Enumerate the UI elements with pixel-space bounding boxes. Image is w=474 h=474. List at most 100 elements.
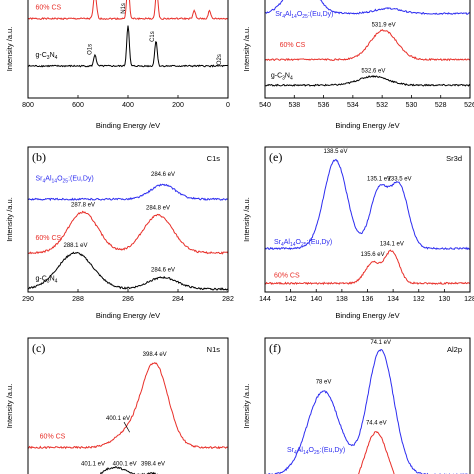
subscript: 4 [43,178,46,184]
series-label: Sr4Al14O25:(Eu,Dy) [275,11,333,20]
panel-a: 60% CS g-C3N4 O1s N1s C1s O2s 800 600 400 200 0 Bin… [5,0,230,130]
subscript: 25 [314,450,320,456]
label-segment: Sr [287,447,295,454]
x-tick-label: 284 [172,296,184,303]
x-tick-label: 132 [413,296,425,303]
x-axis-title: Binding Energy /eV [335,121,399,130]
label-segment: Sr [275,11,283,18]
panel-letter: (b) [32,150,46,164]
x-tick-label: 536 [318,102,330,109]
panel-letter: (f) [269,341,281,355]
series-line [264,0,471,15]
subscript: 14 [291,14,297,20]
plot-frame [264,337,471,474]
x-tick-label: 134 [387,296,399,303]
x-tick-label: 540 [259,102,271,109]
series-line [266,348,469,474]
label-segment: Sr [274,239,282,246]
series-line [27,210,229,255]
annotation-arrow [123,421,130,433]
label-segment: Al [285,11,292,18]
label-segment: g-C [271,73,282,80]
subscript: 4 [290,76,293,82]
series-line [264,158,471,251]
label-segment: Al [284,239,291,246]
label-segment: g-C [36,52,47,59]
peak-annotation: 135.6 eV [361,252,385,258]
plot-frame [27,146,229,293]
label-segment: O [297,11,303,18]
x-tick-label: 142 [285,296,297,303]
peak-annotation: O2s [217,54,223,65]
subscript: 14 [303,450,309,456]
panel-c: 60% CS 398.4 eV 400.1 eV 401.1 eV 400.1 eV 39… [5,337,229,474]
series-label: g-C3N4 [271,73,293,82]
x-tick-label: 538 [288,102,300,109]
x-tick-label: 138 [336,296,348,303]
peak-annotation: 284.6 eV [151,172,175,178]
peak-annotation: 135.1 eV [367,176,391,182]
x-tick-label: 282 [222,296,234,303]
x-tick-label: 200 [172,102,184,109]
series-line [264,29,471,62]
series-label: g-C3N4 [36,52,58,61]
x-axis-title: Binding Energy /eV [96,311,160,320]
peak-annotation: 400.1 eV [106,416,130,422]
peak-annotation: 398.4 eV [141,462,165,468]
peak-annotation: 398.4 eV [143,352,167,358]
label-segment: O [296,239,302,246]
series-label: 60% CS [40,433,66,440]
label-segment: N [285,73,290,80]
panel-d: Sr4Al14O25:(Eu,Dy)60% CSg-C3N4537.5 eV53… [242,0,474,130]
x-tick-label: 534 [347,102,359,109]
peak-annotation: 287.8 eV [71,202,95,208]
label-segment: N [50,275,55,282]
series-line [264,249,471,286]
subscript: 4 [55,55,58,61]
subscript: 3 [282,76,285,82]
x-tick-label: 130 [439,296,451,303]
series-label: Sr4Al14O25:(Eu,Dy) [274,239,332,248]
x-axis-title: Binding Energy /eV [96,121,160,130]
peak-annotation: 134.1 eV [380,242,404,248]
series-line [27,183,229,202]
series-label: 60% CS [36,5,62,12]
panel-letter: (c) [32,341,45,355]
peak-annotation: N1s [121,3,127,14]
series-line [357,431,395,474]
panel-f: Sr4Al14O25:(Eu,Dy) 78 eV 74.1 eV 74.4 eV Int… [242,337,471,474]
x-tick-label: 532 [376,102,388,109]
subscript: 25 [301,242,307,248]
series-line [100,466,158,474]
peak-annotation: 284.6 eV [151,268,175,274]
region-label: C1s [207,154,221,163]
peak-annotation: 133.5 eV [388,176,412,182]
label-segment: :(Eu,Dy) [68,175,94,182]
subscript: 3 [47,55,50,61]
region-label: Al2p [447,345,462,354]
peak-annotation: O1s [88,44,94,55]
subscript: 4 [55,278,58,284]
subscript: 25 [302,14,308,20]
y-axis-title: Intensity /a.u. [5,27,14,72]
subscript: 14 [290,242,296,248]
series-label: 60% CS [274,273,300,280]
peak-annotation: 284.8 eV [146,205,170,211]
series-line [27,251,229,291]
subscript: 14 [52,178,58,184]
x-tick-label: 528 [435,102,447,109]
label-segment: :(Eu,Dy) [308,11,334,18]
peak-annotation: 78 eV [316,380,332,386]
x-tick-label: 526 [464,102,474,109]
y-axis-title: Intensity /a.u. [242,27,251,72]
plot-frame [27,337,229,474]
panel-e: Sr4Al14O25:(Eu,Dy) 60% CS 138.5 eV 135.1 eV… [242,146,474,320]
peak-annotation: 74.4 eV [366,421,387,427]
label-segment: N [50,52,55,59]
series-label: Sr4Al14O25:(Eu,Dy) [36,175,94,184]
x-tick-label: 530 [406,102,418,109]
region-label: N1s [207,345,221,354]
panel-letter: (e) [269,150,282,164]
x-tick-label: 800 [22,102,34,109]
